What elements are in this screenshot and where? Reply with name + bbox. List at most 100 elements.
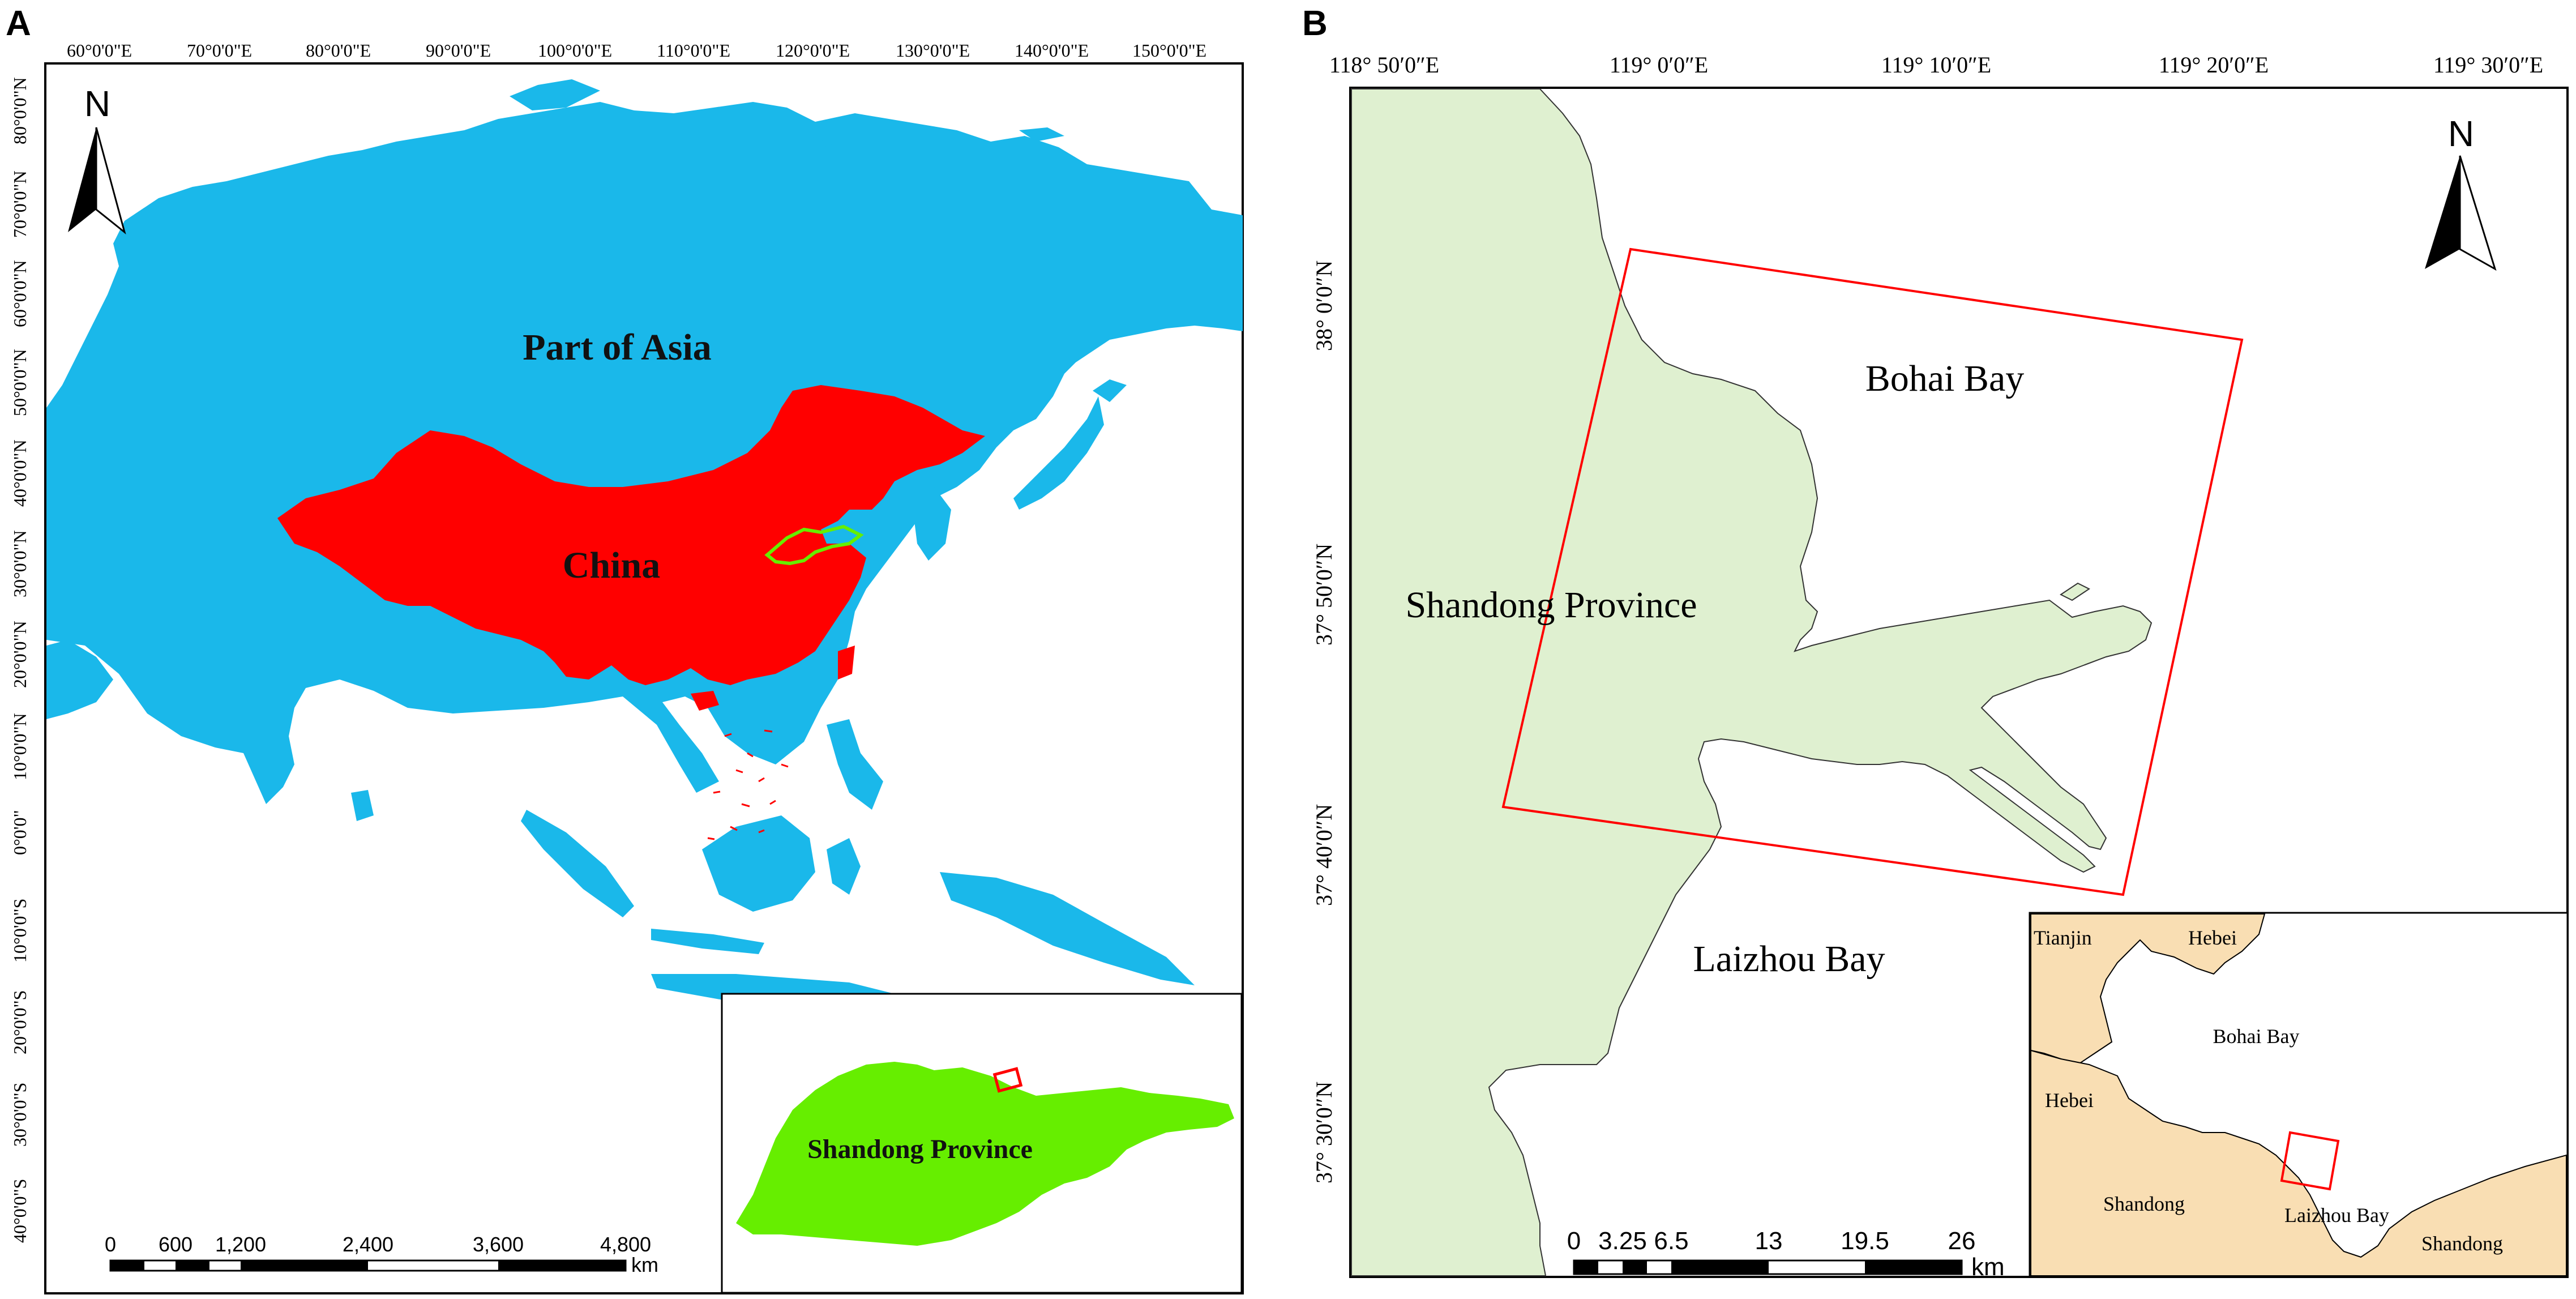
scale-tick: 0 <box>105 1233 116 1256</box>
lat-label: 10°0'0"N <box>10 713 30 780</box>
scale-segment <box>110 1260 144 1271</box>
lat-label: 80°0'0"N <box>10 77 30 144</box>
panel-a-latitude-labels: 80°0'0"N 70°0'0"N 60°0'0"N 50°0'0"N 40°0… <box>10 77 30 1243</box>
china <box>277 385 985 685</box>
panel-b-latitude-labels: 38° 0′0″N 37° 50′0″N 37° 40′0″N 37° 30′0… <box>1311 260 1337 1183</box>
lon-label: 119° 10′0″E <box>1881 52 1991 78</box>
scale-unit: km <box>631 1253 658 1276</box>
scale-tick: 2,400 <box>343 1233 393 1256</box>
panel-b-letter: B <box>1302 4 1328 43</box>
lon-label: 118° 50′0″E <box>1329 52 1439 78</box>
taiwan <box>838 646 855 680</box>
inset-label-shandong-right: Shandong <box>2421 1232 2503 1255</box>
inset-land-south <box>2030 1049 2567 1276</box>
lat-label: 37° 40′0″N <box>1311 804 1337 906</box>
hainan <box>691 691 719 711</box>
north-arrow-left <box>2425 156 2460 269</box>
study-area-marker <box>992 1067 1023 1093</box>
panel-a-letter: A <box>6 4 31 43</box>
lon-label: 110°0'0"E <box>657 40 730 61</box>
panel-a-longitude-labels: 60°0'0"E 70°0'0"E 80°0'0"E 90°0'0"E 100°… <box>67 40 1206 61</box>
lat-label: 38° 0′0″N <box>1311 260 1337 351</box>
scale-segment <box>1671 1260 1769 1274</box>
south-china-sea-islands <box>707 729 789 840</box>
lat-label: 0°0'0" <box>10 810 30 855</box>
lat-label: 10°0'0"S <box>10 899 30 963</box>
asia-landmass <box>46 102 1243 804</box>
arctic-islands <box>634 116 679 133</box>
arabian-peninsula <box>46 640 113 719</box>
philippines <box>827 719 883 810</box>
lon-label: 120°0'0"E <box>776 40 850 61</box>
lon-label: 150°0'0"E <box>1132 40 1206 61</box>
inset-label-bohai-bay: Bohai Bay <box>2213 1025 2300 1048</box>
north-arrow: N <box>2425 113 2497 271</box>
bohai-inset: Tianjin Hebei Bohai Bay Hebei Shandong L… <box>2029 912 2569 1278</box>
inset-label-hebei-left: Hebei <box>2045 1089 2094 1112</box>
scale-unit: km <box>1971 1253 2005 1281</box>
lat-label: 20°0'0"N <box>10 621 30 688</box>
shandong-inset: Shandong Province <box>721 993 1243 1294</box>
lon-label: 140°0'0"E <box>1015 40 1089 61</box>
arctic-islands <box>781 136 832 153</box>
inset-study-box <box>2280 1131 2340 1191</box>
label-china: China <box>563 545 660 586</box>
lat-label: 37° 50′0″N <box>1311 544 1337 646</box>
panel-b-longitude-labels: 118° 50′0″E 119° 0′0″E 119° 10′0″E 119° … <box>1329 52 2543 78</box>
shandong-province-shape <box>736 1062 1234 1246</box>
scale-segment <box>241 1260 368 1271</box>
lat-label: 30°0'0"S <box>10 1083 30 1147</box>
scale-tick: 6.5 <box>1654 1227 1688 1255</box>
scale-segment <box>1865 1260 1962 1274</box>
scale-tick: 1,200 <box>215 1233 266 1256</box>
lon-label: 80°0'0"E <box>306 40 371 61</box>
sulawesi <box>827 838 861 895</box>
lat-label: 40°0'0"N <box>10 439 30 507</box>
inset-label-shandong: Shandong Province <box>807 1134 1033 1164</box>
label-part-of-asia: Part of Asia <box>523 327 712 368</box>
north-letter: N <box>84 83 110 124</box>
java <box>651 929 764 954</box>
scale-tick: 4,800 <box>600 1233 651 1256</box>
korea <box>912 487 951 561</box>
scale-segment <box>1623 1260 1647 1274</box>
scale-tick: 13 <box>1755 1227 1783 1255</box>
inset-label-shandong-left: Shandong <box>2103 1193 2185 1215</box>
north-arrow-left <box>68 127 96 232</box>
lon-label: 119° 20′0″E <box>2159 52 2269 78</box>
scale-segment <box>1574 1260 1598 1274</box>
panel-b-map-body: Bohai Bay Shandong Province Laizhou Bay … <box>1351 88 2569 1281</box>
label-bohai-bay: Bohai Bay <box>1865 358 2024 399</box>
inset-label-tianjin: Tianjin <box>2034 926 2092 949</box>
panel-a-map-body: Part of Asia China N Shandong Province 0… <box>46 79 1243 1294</box>
islet <box>2060 582 2090 601</box>
lon-label: 60°0'0"E <box>67 40 132 61</box>
north-arrow-right <box>2459 155 2497 271</box>
inset-label-laizhou-bay: Laizhou Bay <box>2284 1204 2389 1227</box>
north-arrow-right <box>95 127 126 235</box>
arctic-islands <box>1019 127 1064 142</box>
lon-label: 119° 30′0″E <box>2433 52 2543 78</box>
borneo <box>702 815 815 912</box>
scale-tick: 600 <box>159 1233 192 1256</box>
lon-label: 90°0'0"E <box>426 40 491 61</box>
sri-lanka <box>351 790 374 821</box>
scale-segment <box>176 1260 209 1271</box>
lat-label: 70°0'0"N <box>10 170 30 238</box>
study-area-box <box>1501 247 2244 896</box>
arctic-islands <box>510 79 600 110</box>
label-shandong-province: Shandong Province <box>1405 584 1697 626</box>
lat-label: 37° 30′0″N <box>1311 1082 1337 1183</box>
scale-tick: 0 <box>1567 1227 1581 1255</box>
lon-label: 119° 0′0″E <box>1610 52 1708 78</box>
lat-label: 40°0'0"S <box>10 1179 30 1243</box>
scale-tick: 19.5 <box>1841 1227 1889 1255</box>
scale-bar: 0 600 1,200 2,400 3,600 4,800 km <box>105 1233 658 1276</box>
scale-segment <box>498 1260 626 1271</box>
lat-label: 60°0'0"N <box>10 260 30 327</box>
japan <box>1013 396 1104 510</box>
shandong-land <box>1351 88 2153 1276</box>
lat-label: 50°0'0"N <box>10 349 30 416</box>
inset-label-hebei-top: Hebei <box>2188 926 2237 949</box>
